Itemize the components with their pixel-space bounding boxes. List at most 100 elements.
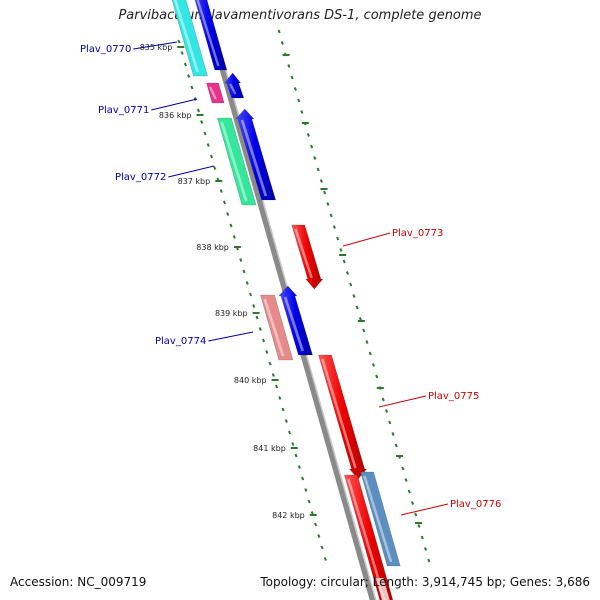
tick-mark-left [203,131,207,136]
tick-mark-right [391,432,395,436]
tick-mark-right [306,133,310,137]
gene-plav-0772-cds-shine [240,119,268,197]
gene-plav-0772-color-shape [216,117,257,206]
tick-mark-left [245,281,249,285]
tick-mark-right [293,87,297,91]
tick-mark-left [209,154,213,159]
tick-mark-left [314,522,318,527]
tick-mark-left [262,338,266,343]
leader-line-plav-0774 [208,331,254,342]
tick-mark-right [368,351,372,356]
tick-mark-left [222,200,227,205]
gene-plav-0771-cds-shine [229,83,237,95]
tick-mark-left [304,488,308,492]
gene-plav-0774-cds-shape [278,285,313,356]
tick-mark-left [219,189,223,193]
gene-plav-0770-color-shine [173,0,200,73]
gene-plav-0770-cds-shape [194,0,228,71]
tick-mark-left [278,396,282,400]
tick-mark-left [320,545,324,550]
tick-mark-left [190,85,194,90]
gene-plav-0772-color-shine [220,121,248,202]
leader-line-plav-0776 [400,503,449,516]
tick-mark-left [183,62,187,67]
gene-plav-0774-color [260,294,294,361]
tick-mark-left [255,315,259,320]
position-ticks [177,29,431,563]
tick-mark-right [313,156,317,160]
tick-mark-right [290,75,294,80]
gene-plav-0776-color-shape [360,471,401,567]
tick-mark-right [300,110,304,114]
tick-mark-right [388,420,392,425]
tick-mark-left [294,453,298,458]
gene-plav-0776-color-shine [363,475,393,563]
kbp-label: 841 kbp [253,444,286,453]
tick-mark-left [265,350,269,354]
leader-line-plav-0772 [168,165,215,178]
gene-plav-0770-cds [194,0,228,71]
tick-mark-right [407,489,411,494]
tick-mark-right [277,29,281,34]
leader-line-plav-0771 [151,98,198,111]
gene-plav-0773-cds-shine [294,228,313,279]
tick-mark-left [187,74,191,78]
tick-mark-left [301,476,305,481]
gene-label-plav-0774: Plav_0774 [155,336,206,347]
gene-plav-0770-color-shape [171,0,208,77]
tick-mark-right [381,397,385,402]
tick-mark-left [275,384,279,389]
tick-mark-right [404,478,408,482]
tick-mark-left [229,223,233,228]
gene-plav-0774-color-shape [260,294,294,361]
gene-plav-0775-cds-shine [321,358,357,469]
tick-mark-left [284,419,288,423]
gene-plav-0773-cds [291,224,324,290]
gene-continuing-pale [375,577,391,600]
tick-mark-right [287,64,291,68]
tick-mark-left [226,212,230,216]
tick-mark-right [329,213,333,218]
tick-mark-right [401,466,405,471]
tick-mark-left [232,235,236,239]
tick-mark-right [336,236,340,241]
gene-plav-0771-color [206,82,225,104]
tick-mark-left [317,534,321,538]
tick-mark-right [319,179,323,183]
gene-continuing-pale-shape [375,577,391,600]
tick-mark-right [349,282,353,287]
tick-mark-right [365,340,369,344]
tick-mark-right [280,41,284,45]
kbp-label: 836 kbp [159,111,192,120]
tick-mark-left [307,499,311,504]
kbp-label: 838 kbp [196,243,229,252]
gene-continuing-pale-shine [377,581,386,600]
tick-mark-right [375,374,379,379]
tick-mark-left [180,51,184,55]
gene-plav-0774-color-shine [263,298,285,357]
tick-mark-left [297,465,301,469]
tick-mark-right [414,512,418,517]
tick-mark-right [424,547,428,551]
leader-line-plav-0775 [378,395,427,408]
gene-plav-0771-color-shine [209,86,217,100]
gene-plav-0770-cds-shine [196,0,220,67]
tick-mark-right [410,501,415,505]
tick-mark-right [427,558,431,563]
tick-mark-left [252,304,256,308]
tick-mark-left [291,442,295,446]
gene-label-plav-0772: Plav_0772 [115,172,166,183]
tick-mark-right [420,535,424,540]
gene-plav-0770-color [171,0,208,77]
gene-plav-0774-cds [278,285,313,356]
tick-mark-left [239,258,243,262]
leader-line-plav-0770 [133,41,178,50]
tick-mark-right [332,225,336,229]
gene-plav-0775b-cds-shape [344,474,394,600]
tick-mark-left [248,292,253,297]
tick-mark-left [177,39,181,44]
gene-label-plav-0776: Plav_0776 [450,499,501,510]
tick-mark-left [271,373,275,377]
tick-mark-right [323,190,327,195]
tick-mark-left [242,269,246,274]
